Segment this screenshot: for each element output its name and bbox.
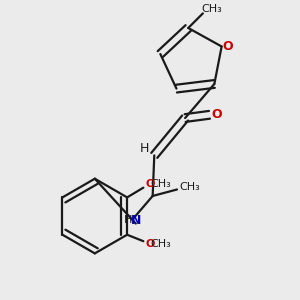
Text: CH₃: CH₃ — [151, 239, 172, 250]
Text: O: O — [222, 40, 233, 53]
Text: O: O — [145, 179, 154, 189]
Text: H: H — [140, 142, 149, 155]
Text: H: H — [124, 215, 133, 225]
Text: O: O — [211, 108, 222, 121]
Text: CH₃: CH₃ — [179, 182, 200, 192]
Text: O: O — [145, 239, 154, 250]
Text: CH₃: CH₃ — [202, 4, 222, 14]
Text: N: N — [130, 214, 141, 227]
Text: CH₃: CH₃ — [151, 179, 172, 189]
